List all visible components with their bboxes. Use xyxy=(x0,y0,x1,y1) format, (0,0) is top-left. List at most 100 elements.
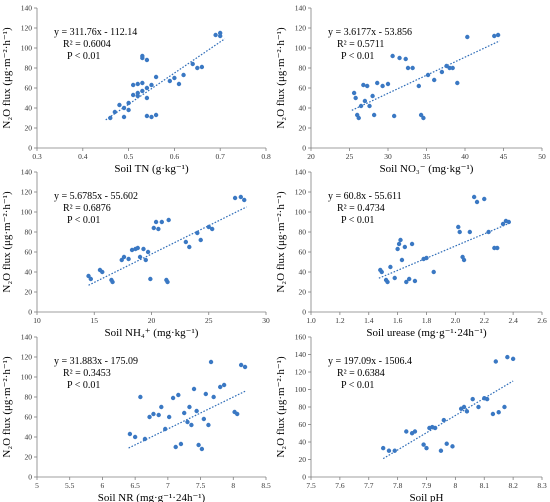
regression-equation: y = 5.6785x - 55.602 xyxy=(54,191,138,202)
data-point xyxy=(130,82,136,88)
data-point xyxy=(465,34,470,40)
data-point xyxy=(493,359,498,364)
data-point xyxy=(151,411,156,417)
data-point xyxy=(126,256,131,262)
data-point xyxy=(232,195,238,201)
scatter-panel-3: 10 15 20 25 30 0 20 40 60 80 100 120 140 N₂O flux (μg… xyxy=(1,168,270,340)
p-value-label: P < 0.01 xyxy=(67,380,100,391)
data-point xyxy=(432,425,438,431)
y-tick-label: 40 xyxy=(25,268,33,277)
y-tick-label: 140 xyxy=(21,168,33,177)
x-tick-label: 25 xyxy=(205,316,213,325)
data-point xyxy=(130,92,136,98)
x-axis-title: Soil NH₄⁺ (mg·kg⁻¹) xyxy=(105,327,199,339)
data-point xyxy=(199,64,205,70)
y-tick-label: 100 xyxy=(21,44,33,53)
data-point xyxy=(172,75,177,81)
data-point xyxy=(176,81,182,87)
data-point xyxy=(474,199,480,205)
y-tick-label: 0 xyxy=(302,144,306,153)
r-squared-label: R² = 0.4734 xyxy=(337,203,385,214)
data-point xyxy=(471,194,477,200)
y-tick-label: 140 xyxy=(21,4,33,13)
data-point xyxy=(379,269,384,275)
data-point xyxy=(166,414,172,420)
data-point xyxy=(183,239,189,245)
y-tick-label: 100 xyxy=(21,208,33,217)
data-point xyxy=(189,422,194,428)
y-tick-label: 60 xyxy=(299,420,307,429)
data-point xyxy=(209,226,215,232)
data-point xyxy=(198,237,203,243)
data-point xyxy=(140,80,145,86)
x-tick-label: 8.5 xyxy=(261,481,271,490)
data-point xyxy=(432,77,437,83)
scatter-panel-6: 7.5 7.6 7.7 7.8 7.9 8 8.1 8.2 8.3 0 20 40 60 80 100 120… xyxy=(275,333,547,502)
x-axis-title: Soil NO₃⁻ (mg·kg⁻¹) xyxy=(380,163,474,175)
x-tick-label: 40 xyxy=(461,152,469,161)
y-tick-label: 120 xyxy=(21,24,33,33)
data-point xyxy=(404,429,409,434)
data-point xyxy=(398,237,403,243)
data-point xyxy=(196,442,201,448)
x-tick-label: 2.0 xyxy=(451,316,461,325)
data-point xyxy=(421,442,426,447)
data-point xyxy=(190,61,195,67)
data-point xyxy=(88,276,94,282)
data-point xyxy=(149,82,154,88)
regression-equation: y = 31.883x - 175.09 xyxy=(54,356,138,367)
data-point xyxy=(447,65,452,71)
data-point xyxy=(191,386,197,392)
y-tick-label: 80 xyxy=(25,228,33,237)
y-tick-label: 80 xyxy=(25,393,33,402)
data-point xyxy=(218,30,223,36)
data-point xyxy=(380,445,386,451)
data-point xyxy=(206,224,211,230)
data-point xyxy=(195,65,200,71)
data-point xyxy=(385,279,390,285)
x-tick-label: 5.5 xyxy=(65,481,75,490)
x-tick-label: 8.1 xyxy=(480,481,490,490)
data-point xyxy=(358,103,364,109)
data-point xyxy=(165,279,170,285)
data-point xyxy=(486,229,491,235)
scatter-panel-5: 5 5.5 6 6.5 7 7.5 8 8.5 0 20 40 60 80 100 120 140 N₂O fl… xyxy=(1,333,271,502)
y-axis-title: N₂O flux (μg·m⁻²·h⁻¹) xyxy=(1,356,13,458)
data-point xyxy=(510,356,516,362)
data-point xyxy=(140,53,145,59)
y-axis-title: N₂O flux (μg·m⁻²·h⁻¹) xyxy=(1,191,13,293)
trendline xyxy=(382,380,514,460)
y-tick-label: 60 xyxy=(25,413,33,422)
x-tick-label: 2.4 xyxy=(508,316,518,325)
x-tick-label: 1.6 xyxy=(393,316,403,325)
data-point xyxy=(492,33,497,39)
data-point xyxy=(461,257,467,263)
data-point xyxy=(356,115,361,121)
x-tick-label: 45 xyxy=(500,152,508,161)
y-tick-label: 60 xyxy=(299,84,307,93)
data-point xyxy=(153,112,159,118)
data-point xyxy=(238,362,244,368)
trendline xyxy=(128,390,247,449)
data-point xyxy=(351,90,357,96)
x-tick-label: 5 xyxy=(35,481,39,490)
data-point xyxy=(484,396,490,402)
p-value-label: P < 0.01 xyxy=(67,215,100,226)
data-point xyxy=(409,241,415,247)
y-tick-label: 60 xyxy=(25,84,33,93)
data-point xyxy=(156,226,161,232)
y-tick-label: 100 xyxy=(295,208,307,217)
data-point xyxy=(370,93,375,99)
y-tick-label: 140 xyxy=(295,4,307,13)
y-axis-title: N₂O flux (μg·m⁻²·h⁻¹) xyxy=(275,356,287,458)
data-point xyxy=(142,436,148,442)
y-tick-label: 0 xyxy=(302,473,306,482)
regression-equation: y = 60.8x - 55.611 xyxy=(328,191,402,202)
y-tick-label: 120 xyxy=(21,353,33,362)
y-tick-label: 20 xyxy=(299,288,307,297)
scatter-panel-4: 1.0 1.2 1.4 1.6 1.8 2.0 2.2 2.4 2.6 0 20 40 60 80 100 1… xyxy=(275,168,547,340)
data-point xyxy=(495,32,501,38)
data-point xyxy=(185,419,190,425)
y-tick-label: 60 xyxy=(25,248,33,257)
